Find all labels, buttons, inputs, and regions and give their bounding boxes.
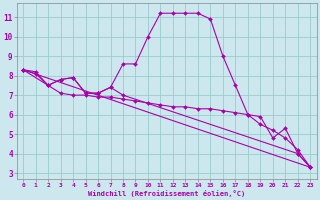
X-axis label: Windchill (Refroidissement éolien,°C): Windchill (Refroidissement éolien,°C): [88, 190, 245, 197]
